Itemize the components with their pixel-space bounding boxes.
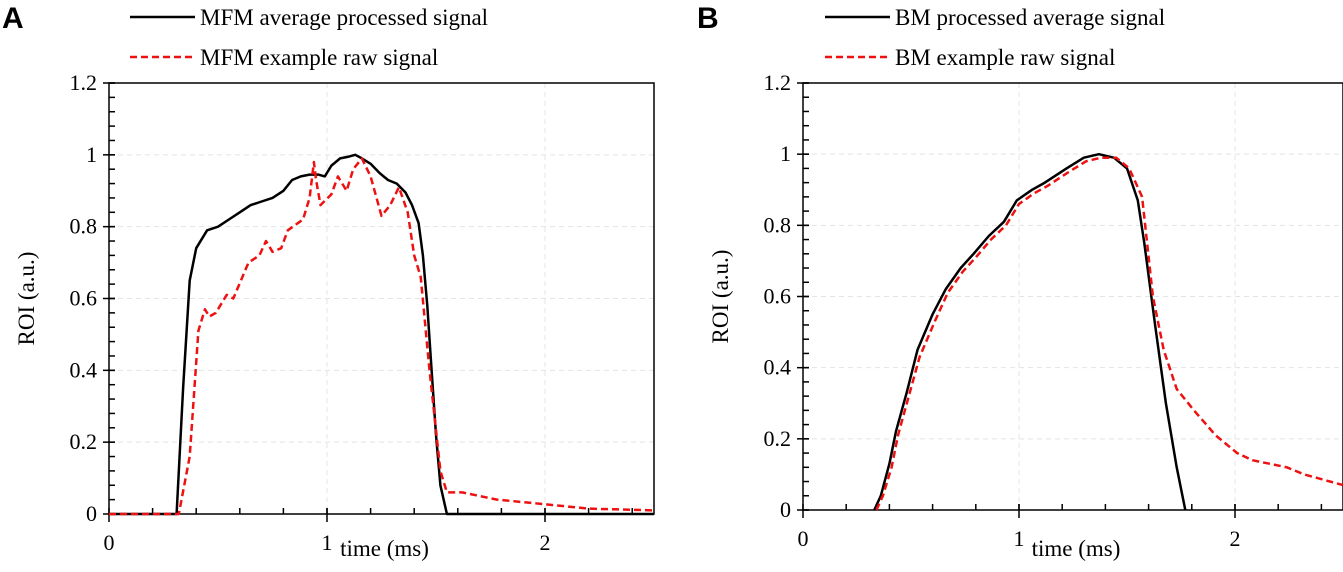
panel-label: A — [2, 2, 24, 35]
y-tick-label: 0.6 — [70, 286, 98, 311]
y-tick-label: 0 — [780, 497, 791, 522]
series-line-processed — [873, 152, 1187, 511]
x-tick-label: 0 — [104, 530, 115, 555]
y-tick-label: 0.2 — [70, 429, 98, 454]
chart-panel-a: 0 0.2 0.4 0.6 0.8 1 1.2 0 1 2 time (ms) ROI (a.u.) A… — [2, 2, 655, 561]
legend-label: BM example raw signal — [895, 45, 1115, 70]
x-tick-label: 2 — [1230, 526, 1241, 551]
legend-label: BM processed average signal — [895, 5, 1165, 30]
y-tick-label: 1.2 — [764, 70, 792, 95]
x-tick-label: 2 — [540, 530, 551, 555]
y-tick-label: 0.6 — [764, 284, 792, 309]
series-line-raw — [875, 156, 1343, 511]
chart-panel-b: 0 0.2 0.4 0.6 0.8 1 1.2 0 1 2 time (ms) ROI (a.u.) B… — [697, 2, 1343, 561]
x-tick-label: 1 — [322, 530, 333, 555]
series-line-raw — [109, 157, 655, 516]
y-tick-label: 1.2 — [70, 70, 98, 95]
y-axis-label: ROI (a.u.) — [14, 252, 39, 346]
y-axis-label: ROI (a.u.) — [708, 250, 733, 344]
y-tick-label: 0.4 — [764, 355, 792, 380]
legend-label: MFM example raw signal — [200, 45, 438, 70]
series-line-processed — [109, 153, 654, 516]
y-tick-label: 1 — [86, 142, 97, 167]
x-axis-label: time (ms) — [1032, 536, 1121, 561]
y-tick-label: 0.8 — [70, 214, 98, 239]
y-tick-label: 0 — [86, 501, 97, 526]
y-tick-label: 0.2 — [764, 426, 792, 451]
y-tick-label: 1 — [780, 141, 791, 166]
x-tick-label: 1 — [1014, 526, 1025, 551]
panel-label: B — [697, 2, 719, 35]
y-tick-label: 0.4 — [70, 357, 98, 382]
y-tick-label: 0.8 — [764, 212, 792, 237]
x-axis-label: time (ms) — [340, 536, 429, 561]
x-tick-label: 0 — [798, 526, 809, 551]
legend-label: MFM average processed signal — [200, 5, 488, 30]
